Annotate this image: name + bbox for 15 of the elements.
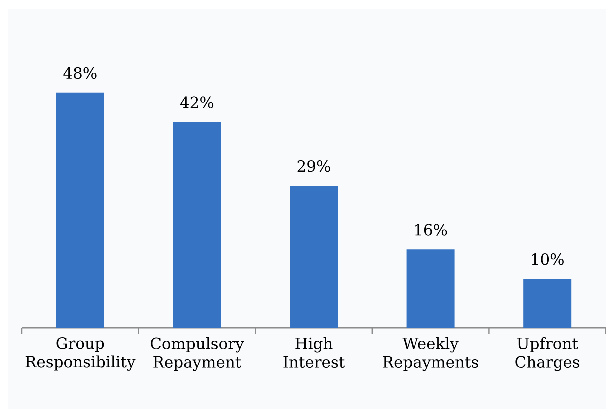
x-tick-label: Compulsory Repayment bbox=[150, 338, 244, 372]
data-label: 48% bbox=[64, 67, 97, 80]
data-label: 29% bbox=[298, 160, 330, 172]
data-label: 16% bbox=[415, 224, 448, 236]
x-tick-label: Weekly Repayments bbox=[383, 338, 478, 372]
bar bbox=[173, 122, 222, 328]
bar bbox=[524, 279, 572, 328]
x-tick-label: High Interest bbox=[284, 338, 346, 368]
x-tick-label: Group Responsibility bbox=[26, 338, 136, 371]
bar bbox=[290, 186, 338, 328]
data-label: 10% bbox=[532, 254, 564, 266]
x-tick-label: Upfront Charges bbox=[516, 338, 580, 372]
data-label: 42% bbox=[180, 96, 214, 108]
bar bbox=[406, 250, 455, 328]
bar bbox=[56, 92, 104, 328]
